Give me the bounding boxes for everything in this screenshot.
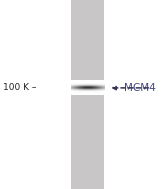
Text: MCM4: MCM4 bbox=[124, 83, 156, 93]
Text: 100 K –: 100 K – bbox=[3, 83, 37, 92]
Bar bbox=[71, 0, 104, 189]
